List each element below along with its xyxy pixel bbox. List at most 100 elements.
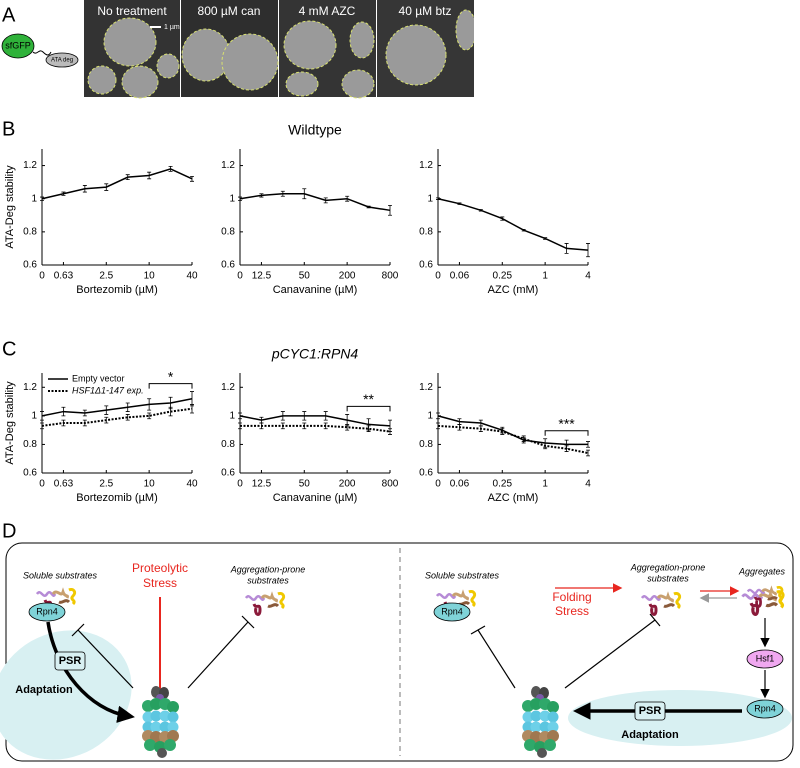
significance-label: *** bbox=[558, 415, 575, 431]
x-tick-label: 2.5 bbox=[99, 271, 113, 282]
y-tick-label: 1 bbox=[229, 193, 235, 204]
y-tick-label: 1.2 bbox=[23, 382, 37, 393]
error-bar bbox=[366, 205, 371, 209]
label: Aggregation-prone bbox=[230, 564, 306, 574]
label: Soluble substrates bbox=[425, 570, 500, 580]
legend-label: Empty vector bbox=[72, 373, 125, 383]
fp-label: sfGFP bbox=[5, 40, 31, 50]
x-tick-label: 0 bbox=[237, 479, 243, 490]
error-bar bbox=[104, 183, 109, 191]
micrographs: 1 µm No treatment 800 µM can 4 mM AZC 40… bbox=[84, 0, 540, 99]
error-bar bbox=[125, 414, 130, 421]
x-tick-label: 0 bbox=[435, 271, 441, 282]
y-tick-label: 1 bbox=[427, 410, 433, 421]
error-bar bbox=[280, 411, 285, 421]
y-tick-label: 1.2 bbox=[419, 160, 433, 171]
significance-label: * bbox=[168, 368, 174, 384]
series-line bbox=[239, 192, 391, 212]
x-tick-label: 50 bbox=[299, 479, 311, 490]
error-bar bbox=[302, 411, 307, 421]
label: substrates bbox=[247, 575, 289, 585]
error-bar bbox=[238, 196, 242, 201]
x-tick-label: 2.5 bbox=[99, 479, 113, 490]
error-bar bbox=[543, 237, 548, 240]
y-tick-label: 1.2 bbox=[419, 382, 433, 393]
y-tick-label: 0.6 bbox=[23, 260, 37, 271]
significance-bracket bbox=[544, 430, 589, 436]
series-line bbox=[41, 168, 193, 200]
error-bar bbox=[190, 404, 194, 414]
x-axis-label: Canavanine (µM) bbox=[273, 492, 358, 504]
y-tick-label: 0.8 bbox=[419, 439, 433, 450]
error-bar bbox=[302, 188, 307, 200]
error-bar bbox=[521, 435, 526, 442]
x-axis-label: Bortezomib (µM) bbox=[76, 284, 158, 296]
x-tick-label: 40 bbox=[186, 271, 198, 282]
x-tick-label: 4 bbox=[585, 479, 591, 490]
x-tick-label: 10 bbox=[144, 479, 156, 490]
y-tick-label: 0.8 bbox=[23, 226, 37, 237]
series-line bbox=[41, 397, 193, 417]
x-tick-label: 0 bbox=[435, 479, 441, 490]
error-bar bbox=[168, 406, 173, 417]
x-tick-label: 0 bbox=[39, 271, 45, 282]
panel-label: B bbox=[2, 118, 15, 140]
series-line bbox=[239, 415, 391, 427]
error-bar bbox=[40, 422, 44, 430]
x-tick-label: 0.06 bbox=[450, 271, 470, 282]
error-bar bbox=[61, 191, 66, 196]
x-tick-label: 10 bbox=[144, 271, 156, 282]
construct: sfGFP ATA deg bbox=[1, 33, 79, 68]
x-tick-label: 40 bbox=[186, 479, 198, 490]
hsf1: Hsf1 bbox=[756, 653, 775, 663]
x-tick-label: 0.25 bbox=[493, 271, 513, 282]
error-bar bbox=[125, 402, 130, 412]
error-bar bbox=[478, 425, 483, 432]
error-bar bbox=[323, 411, 328, 421]
panel-label: C bbox=[2, 338, 16, 360]
rpn4: Rpn4 bbox=[36, 606, 58, 616]
model-diagram: Soluble substrates Rpn4 Proteolytic Stre… bbox=[0, 542, 794, 762]
y-tick-label: 1.2 bbox=[221, 382, 235, 393]
error-bar bbox=[436, 422, 440, 430]
x-tick-label: 0 bbox=[39, 479, 45, 490]
error-bar bbox=[82, 409, 87, 417]
error-bar bbox=[457, 424, 462, 431]
adaptation: Adaptation bbox=[621, 729, 679, 741]
significance-label: ** bbox=[363, 391, 374, 407]
error-bar bbox=[478, 209, 483, 212]
error-bar bbox=[238, 412, 242, 420]
scale-bar-label: 1 µm bbox=[164, 24, 180, 31]
rpn4: Rpn4 bbox=[754, 703, 776, 713]
error-bar bbox=[388, 204, 392, 216]
stress-label: Stress bbox=[555, 604, 589, 618]
y-tick-label: 0.8 bbox=[221, 226, 235, 237]
degron-label: ATA deg bbox=[51, 58, 73, 64]
error-bar bbox=[40, 411, 44, 421]
error-bar bbox=[564, 445, 569, 452]
error-bar bbox=[388, 428, 392, 435]
y-tick-label: 0.6 bbox=[23, 468, 37, 479]
error-bar bbox=[61, 419, 66, 427]
psr: PSR bbox=[639, 705, 662, 717]
error-bar bbox=[280, 422, 285, 430]
error-bar bbox=[586, 449, 590, 457]
x-tick-label: 0 bbox=[237, 271, 243, 282]
x-axis-label: Bortezomib (µM) bbox=[76, 492, 158, 504]
error-bar bbox=[82, 419, 87, 427]
error-bar bbox=[500, 428, 505, 435]
label: substrates bbox=[647, 573, 689, 583]
y-tick-label: 1 bbox=[31, 193, 37, 204]
series-line bbox=[41, 407, 193, 427]
x-tick-label: 0.25 bbox=[493, 479, 513, 490]
error-bar bbox=[147, 398, 152, 411]
error-bar bbox=[436, 412, 440, 420]
error-bar bbox=[82, 185, 87, 193]
x-tick-label: 4 bbox=[585, 271, 591, 282]
panel-label: D bbox=[2, 520, 16, 542]
error-bar bbox=[104, 405, 109, 415]
x-tick-label: 0.06 bbox=[450, 479, 470, 490]
x-tick-label: 0.63 bbox=[54, 479, 74, 490]
rpn4: Rpn4 bbox=[441, 606, 463, 616]
